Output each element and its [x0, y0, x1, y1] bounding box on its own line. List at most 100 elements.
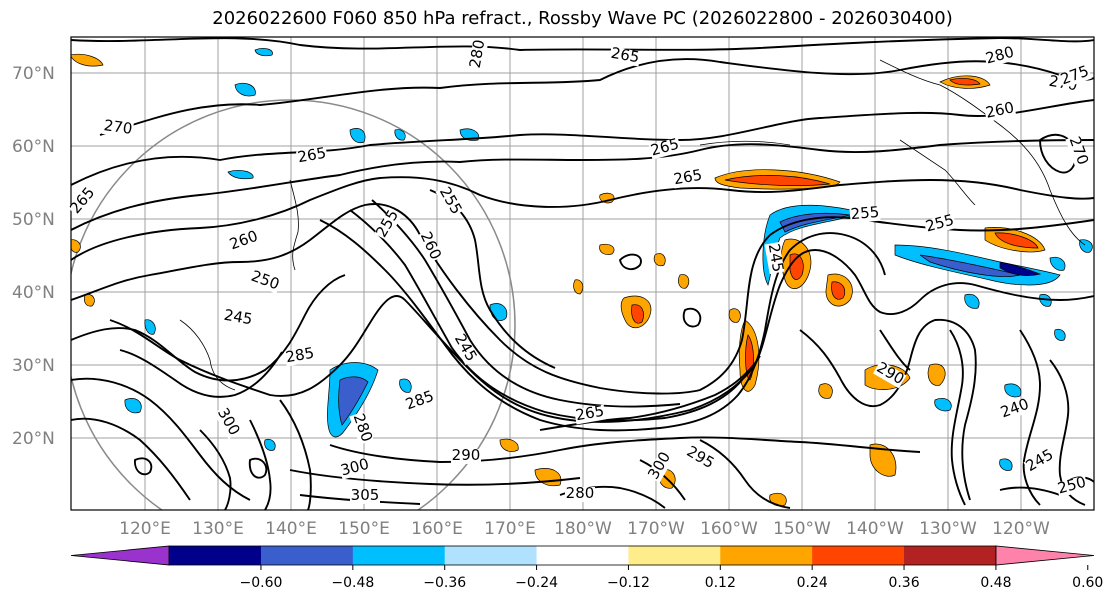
contour-label-bg — [435, 184, 464, 218]
colorbar-segment — [904, 546, 997, 565]
contour-label-bg — [873, 360, 907, 389]
lat-label-40: 40°N — [12, 283, 55, 303]
lon-label-120w: 120°W — [992, 519, 1050, 539]
colorbar-tick-label: −0.12 — [607, 575, 650, 591]
contour-label-bg — [468, 38, 489, 71]
lat-label-70: 70°N — [12, 64, 55, 84]
contour-label-bg — [574, 404, 607, 425]
map-title: 2026022600 F060 850 hPa refract., Rossby… — [212, 8, 953, 29]
contour-label-bg — [349, 411, 374, 445]
contour-label: 285 — [284, 344, 315, 367]
colorbar-segment — [628, 546, 721, 565]
contour-label-bg — [983, 101, 1017, 122]
colorbar-segment — [260, 546, 354, 565]
contour-label: 255 — [850, 203, 880, 223]
lat-label-20: 20°N — [12, 429, 55, 449]
contour-label-bg — [608, 46, 641, 67]
lon-label-160e: 160°E — [411, 519, 463, 539]
contour-label-bg — [213, 405, 242, 439]
lon-label-160w: 160°W — [700, 519, 758, 539]
contour-label-bg — [416, 229, 443, 263]
map-frame — [70, 36, 1095, 511]
contour-label-bg — [1055, 475, 1089, 498]
colorbar-tick-label: −0.24 — [515, 575, 558, 591]
coastlines — [179, 59, 1086, 391]
contour-label-bg — [450, 331, 479, 365]
contour-label: 265 — [296, 144, 327, 167]
lon-label-150e: 150°E — [338, 519, 390, 539]
contour-label: 245 — [223, 306, 254, 329]
contour-label-bg — [1058, 64, 1092, 89]
contour-label-bg — [403, 389, 437, 414]
colorbar-segment — [352, 546, 446, 565]
colorbar-tick-label: 0.24 — [797, 575, 828, 591]
lon-label-130e: 130°E — [192, 519, 244, 539]
colorbar-tick-label: 0.36 — [888, 575, 919, 591]
colorbar-tick-label: 0.60 — [1072, 575, 1103, 591]
contour-label: 290 — [452, 446, 481, 464]
colorbar-tick-label: −0.48 — [331, 575, 374, 591]
lon-label-140e: 140°E — [265, 519, 317, 539]
colorbar — [70, 545, 1095, 566]
contour-label-bg — [374, 207, 403, 241]
negative-anomaly-fills — [124, 48, 1093, 471]
contour-label-bg — [849, 205, 881, 224]
contour-label-bg — [648, 137, 682, 160]
contour-label: 305 — [351, 486, 380, 504]
lat-label-50: 50°N — [12, 210, 55, 230]
contour-label: 265 — [672, 166, 703, 189]
colorbar-tick-label: 0.48 — [980, 575, 1011, 591]
contour-label-bg — [764, 242, 785, 275]
colorbar-segment — [720, 546, 813, 565]
contour-label-bg — [451, 449, 481, 464]
latitude-labels: 70°N 60°N 50°N 40°N 30°N 20°N — [12, 64, 55, 449]
lon-label-120e: 120°E — [119, 519, 171, 539]
graticule — [71, 37, 1094, 510]
contour-label-bg — [338, 457, 372, 480]
colorbar-extend-min — [70, 545, 170, 566]
contour-label-bg — [565, 487, 595, 502]
contour-label-bg — [296, 146, 329, 167]
colorbar-tick-label: 0.12 — [705, 575, 736, 591]
lat-label-60: 60°N — [12, 137, 55, 157]
contour-label: 245 — [765, 242, 788, 273]
contour-label-bg — [221, 308, 254, 329]
contour-labels: 2652802702652652602652702802752702552552… — [66, 38, 1092, 504]
colorbar-segment — [169, 546, 262, 565]
colorbar-tick-label: −0.36 — [423, 575, 466, 591]
lon-label-150w: 150°W — [773, 519, 831, 539]
lon-label-170w: 170°W — [627, 519, 685, 539]
contour-label-bg — [1065, 134, 1090, 168]
colorbar-segment — [536, 546, 629, 565]
lon-label-140w: 140°W — [846, 519, 904, 539]
contour-label-bg — [683, 444, 717, 473]
contour-label: 280 — [466, 38, 489, 69]
contour-label-bg — [1023, 447, 1057, 476]
lon-label-180w: 180°W — [554, 519, 612, 539]
great-circle-ring — [71, 99, 516, 510]
colorbar-extend-max — [995, 545, 1095, 566]
colorbar-border — [168, 545, 997, 566]
contour-label: 265 — [610, 44, 641, 67]
lon-label-130w: 130°W — [919, 519, 977, 539]
colorbar-segment — [444, 546, 538, 565]
colorbar-segment — [812, 546, 905, 565]
lon-label-170e: 170°E — [484, 519, 536, 539]
contour-label-bg — [672, 168, 705, 189]
colorbar-ticks: −0.60 −0.48 −0.36 −0.24 −0.12 0.12 0.24 0.36 0.4… — [240, 565, 1103, 591]
contour-label: 270 — [103, 116, 134, 138]
contour-label-bg — [227, 229, 261, 254]
longitude-labels: 120°E 130°E 140°E 150°E 160°E 170°E 180°… — [119, 519, 1050, 539]
contour-label-bg — [67, 185, 99, 218]
contour-label-bg — [248, 269, 282, 294]
contour-label-bg — [102, 118, 134, 139]
contour-label-bg — [350, 489, 380, 504]
contour-label: 260 — [984, 98, 1016, 122]
contour-label-bg — [923, 213, 957, 236]
contour-label: 280 — [566, 484, 595, 502]
contour-label: 265 — [574, 402, 605, 425]
contour-label-bg — [998, 397, 1032, 422]
contour-label-bg — [284, 346, 317, 367]
colorbar-tick-label: −0.60 — [240, 575, 283, 591]
